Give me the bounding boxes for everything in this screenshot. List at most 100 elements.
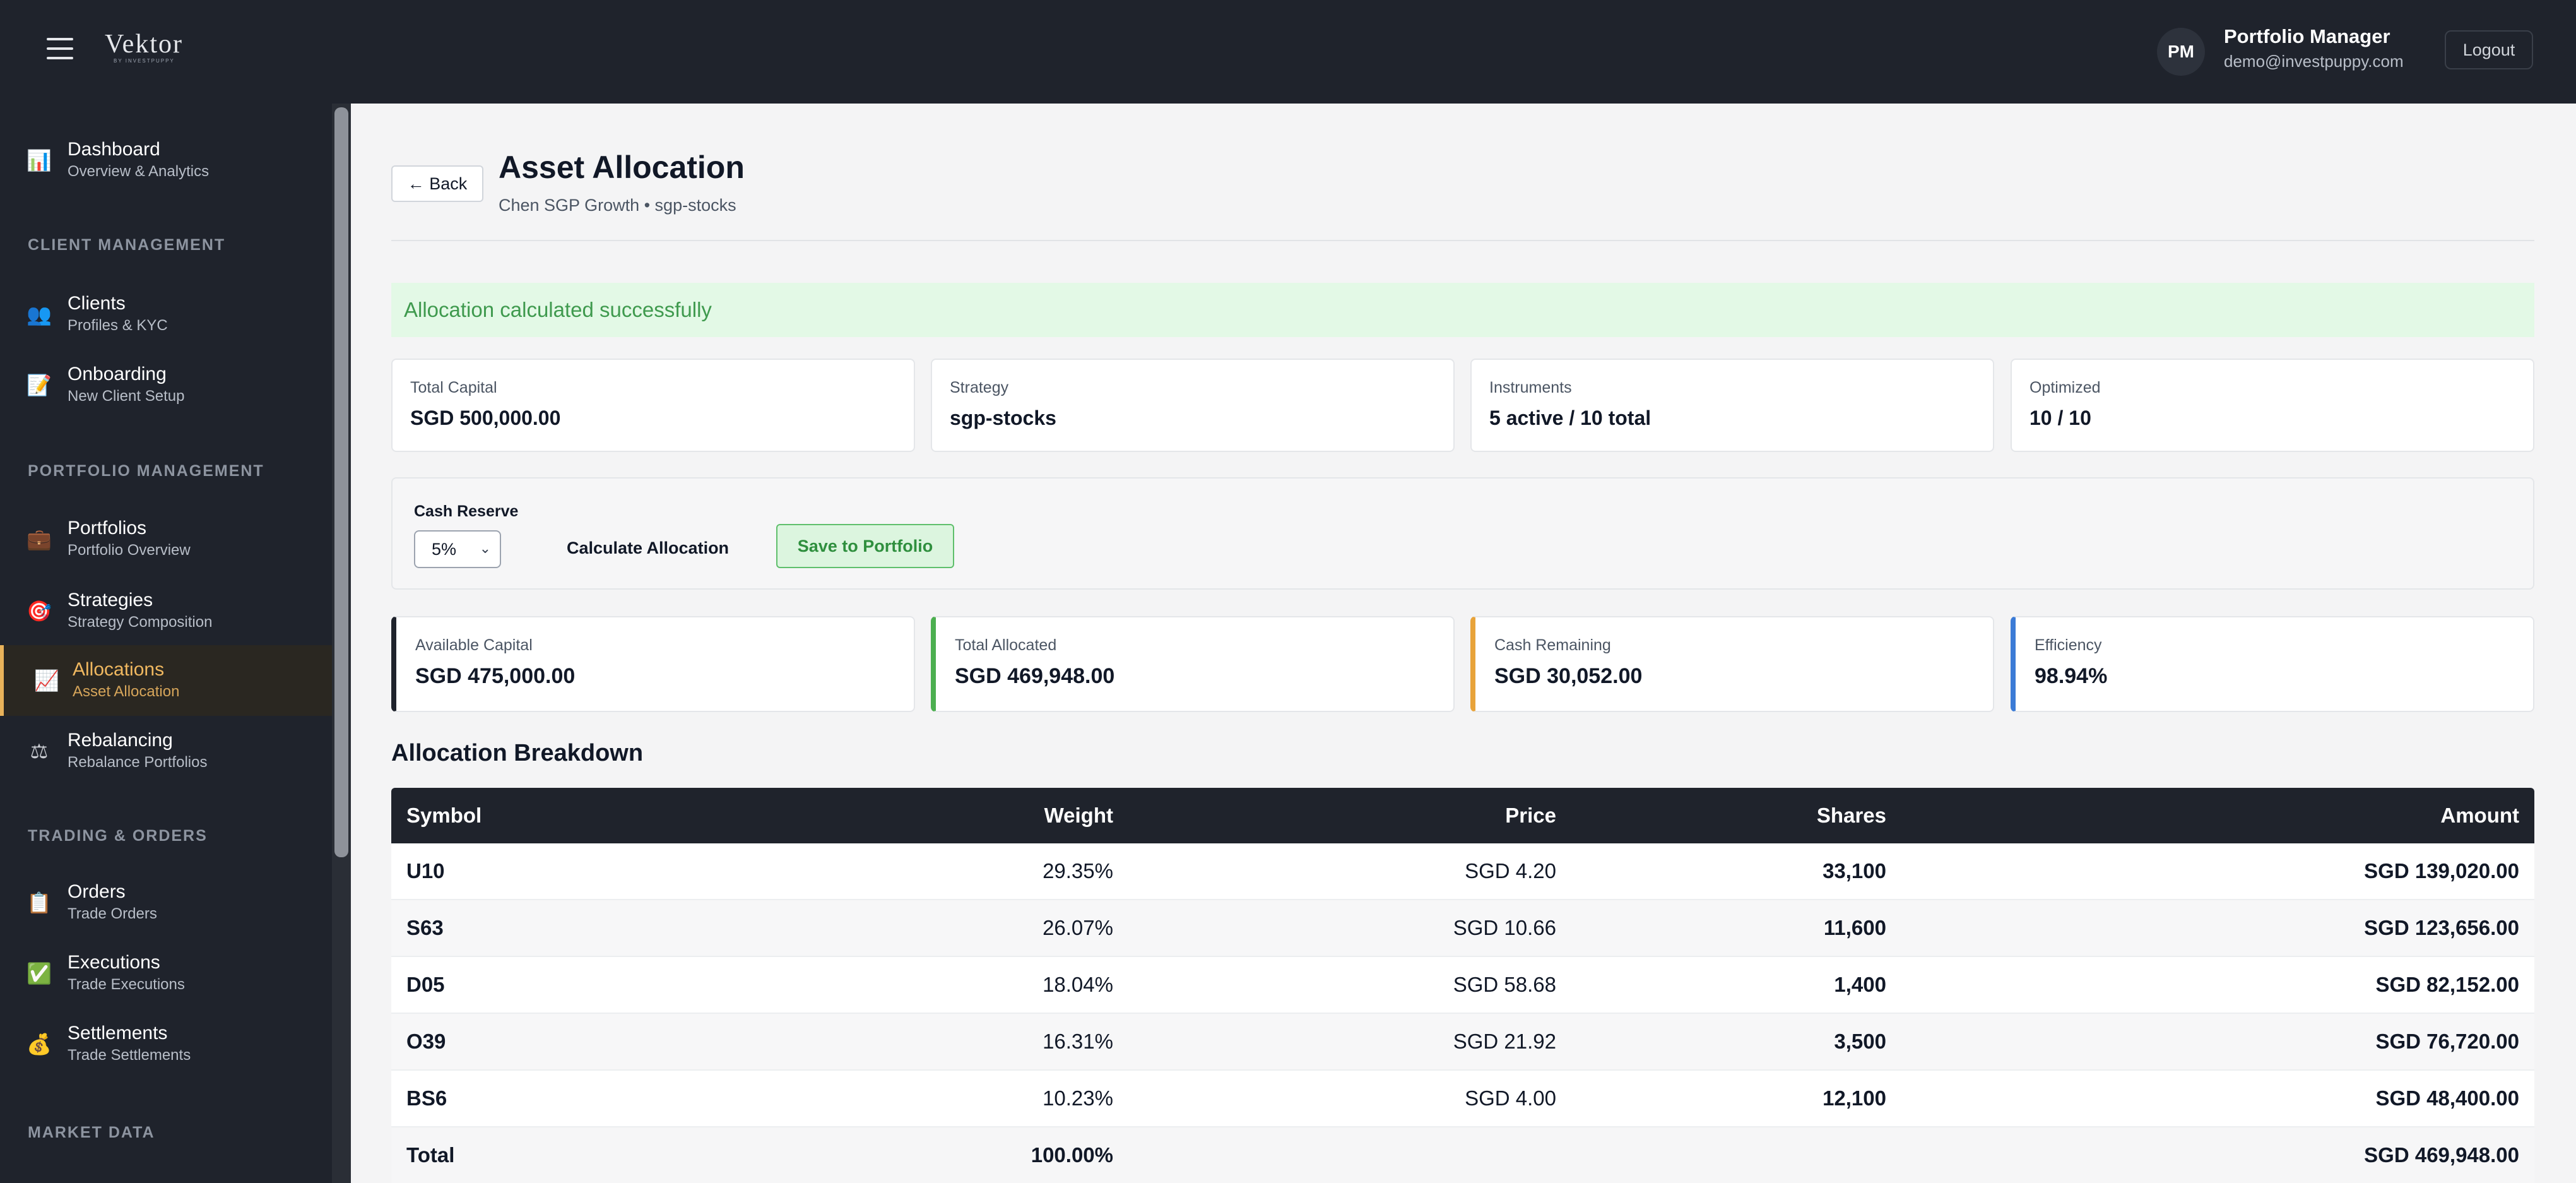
sidebar-item-label: Allocations <box>73 659 165 680</box>
sidebar-item-label: Rebalancing <box>68 730 173 751</box>
sidebar-item-strategies[interactable]: 🎯 Strategies Strategy Composition <box>0 576 332 645</box>
clipboard-icon: 📋 <box>27 891 52 914</box>
logout-button[interactable]: Logout <box>2445 30 2533 69</box>
cell-shares: 12,100 <box>1823 1086 1886 1110</box>
user-email: demo@investpuppy.com <box>2224 52 2404 71</box>
sidebar-item-label: Settlements <box>68 1023 168 1043</box>
money-bag-icon: 💰 <box>27 1033 52 1055</box>
table-row: O39 16.31% SGD 21.92 3,500 SGD 76,720.00 <box>391 1014 2534 1071</box>
sidebar-item-orders[interactable]: 📋 Orders Trade Orders <box>0 867 332 937</box>
stat-label: Total Allocated <box>955 636 1057 654</box>
sidebar-item-portfolios[interactable]: 💼 Portfolios Portfolio Overview <box>0 504 332 573</box>
cash-reserve-value: 5% <box>432 539 457 559</box>
success-alert: Allocation calculated successfully <box>391 283 2534 337</box>
sidebar-item-settlements[interactable]: 💰 Settlements Trade Settlements <box>0 1009 332 1078</box>
page-subtitle: Chen SGP Growth • sgp-stocks <box>499 196 736 215</box>
calculate-allocation-button[interactable]: Calculate Allocation <box>567 538 730 557</box>
cell-amount: SGD 139,020.00 <box>2364 859 2519 883</box>
app-logo[interactable]: Vektor BY INVESTPUPPY <box>105 29 183 64</box>
allocation-controls: Cash Reserve 5% ⌄ Calculate Allocation S… <box>391 477 2534 590</box>
cell-shares: 33,100 <box>1823 859 1886 883</box>
total-label: Total <box>406 1143 455 1167</box>
sidebar-item-sublabel: Trade Settlements <box>68 1047 191 1064</box>
cell-price: SGD 4.00 <box>1465 1086 1556 1110</box>
cash-reserve-label: Cash Reserve <box>414 502 519 520</box>
back-button[interactable]: ← Back <box>391 165 483 202</box>
cell-symbol: O39 <box>406 1030 446 1053</box>
logo-wordmark: Vektor <box>105 30 183 59</box>
top-bar: Vektor BY INVESTPUPPY PM Portfolio Manag… <box>0 0 2576 104</box>
sidebar-item-sublabel: Trade Executions <box>68 976 185 993</box>
cell-shares: 3,500 <box>1834 1030 1886 1053</box>
total-weight: 100.00% <box>1031 1143 1113 1167</box>
logo-tagline: BY INVESTPUPPY <box>114 58 175 64</box>
card-label: Instruments <box>1489 379 1572 396</box>
summary-card-strategy: Strategy sgp-stocks <box>931 359 1455 452</box>
sidebar-item-sublabel: Portfolio Overview <box>68 542 191 559</box>
check-icon: ✅ <box>27 962 52 985</box>
sidebar-item-label: Onboarding <box>68 364 167 384</box>
section-title-allocation-breakdown: Allocation Breakdown <box>391 740 644 766</box>
target-icon: 🎯 <box>27 600 52 622</box>
cell-price: SGD 4.20 <box>1465 859 1556 883</box>
column-header-shares[interactable]: Shares <box>1816 804 1886 827</box>
cell-symbol: U10 <box>406 859 445 883</box>
section-heading-market-data: MARKET DATA <box>28 1124 155 1141</box>
sidebar-item-allocations[interactable]: 📈 Allocations Asset Allocation <box>0 645 332 716</box>
user-name: Portfolio Manager <box>2224 25 2390 47</box>
cash-reserve-select[interactable]: 5% ⌄ <box>414 530 501 568</box>
sidebar-item-label: Strategies <box>68 590 153 610</box>
cell-weight: 18.04% <box>1043 973 1113 996</box>
cell-symbol: BS6 <box>406 1086 447 1110</box>
sidebar-scrollbar-thumb[interactable] <box>334 107 348 857</box>
sidebar-item-sublabel: Asset Allocation <box>73 683 180 700</box>
hamburger-menu-icon[interactable] <box>47 38 73 59</box>
chevron-down-icon: ⌄ <box>479 540 491 556</box>
sidebar-item-label: Dashboard <box>68 139 160 160</box>
sidebar-item-onboarding[interactable]: 📝 Onboarding New Client Setup <box>0 350 332 419</box>
sidebar: 📊 Dashboard Overview & Analytics CLIENT … <box>0 104 332 1183</box>
column-header-weight[interactable]: Weight <box>1044 804 1113 827</box>
header-divider <box>391 240 2534 241</box>
save-to-portfolio-button[interactable]: Save to Portfolio <box>776 524 954 568</box>
briefcase-icon: 💼 <box>27 528 52 550</box>
column-header-symbol[interactable]: Symbol <box>406 804 482 827</box>
card-label: Optimized <box>2029 379 2101 396</box>
cell-price: SGD 10.66 <box>1453 916 1556 939</box>
section-heading-portfolio-management: PORTFOLIO MANAGEMENT <box>28 462 264 480</box>
avatar[interactable]: PM <box>2157 28 2205 76</box>
card-value: sgp-stocks <box>950 407 1056 429</box>
stat-value: SGD 469,948.00 <box>955 664 1115 688</box>
scales-icon: ⚖ <box>30 740 49 763</box>
stat-card-total-allocated: Total Allocated SGD 469,948.00 <box>931 616 1455 712</box>
page-title: Asset Allocation <box>499 150 745 185</box>
sidebar-item-dashboard[interactable]: 📊 Dashboard Overview & Analytics <box>0 125 332 194</box>
sidebar-item-rebalancing[interactable]: ⚖ Rebalancing Rebalance Portfolios <box>0 716 332 785</box>
allocation-table: Symbol Weight Price Shares Amount U10 29… <box>391 788 2534 1183</box>
sidebar-item-executions[interactable]: ✅ Executions Trade Executions <box>0 938 332 1008</box>
cell-amount: SGD 82,152.00 <box>2375 973 2520 996</box>
stat-card-efficiency: Efficiency 98.94% <box>2011 616 2534 712</box>
cell-shares: 11,600 <box>1823 916 1886 939</box>
sidebar-item-label: Clients <box>68 293 126 314</box>
table-row: D05 18.04% SGD 58.68 1,400 SGD 82,152.00 <box>391 957 2534 1014</box>
stat-card-cash-remaining: Cash Remaining SGD 30,052.00 <box>1470 616 1994 712</box>
cell-weight: 29.35% <box>1043 859 1113 883</box>
stat-value: SGD 475,000.00 <box>415 664 576 688</box>
sidebar-item-sublabel: Profiles & KYC <box>68 317 168 334</box>
sidebar-item-sublabel: Trade Orders <box>68 905 157 922</box>
table-row: U10 29.35% SGD 4.20 33,100 SGD 139,020.0… <box>391 843 2534 900</box>
column-header-amount[interactable]: Amount <box>2440 804 2519 827</box>
stat-value: 98.94% <box>2035 664 2108 688</box>
column-header-price[interactable]: Price <box>1505 804 1556 827</box>
table-row: BS6 10.23% SGD 4.00 12,100 SGD 48,400.00 <box>391 1071 2534 1127</box>
sidebar-item-clients[interactable]: 👥 Clients Profiles & KYC <box>0 279 332 348</box>
table-row: S63 26.07% SGD 10.66 11,600 SGD 123,656.… <box>391 900 2534 957</box>
table-total-row: Total 100.00% SGD 469,948.00 <box>391 1127 2534 1183</box>
cell-price: SGD 21.92 <box>1453 1030 1556 1053</box>
cell-weight: 26.07% <box>1043 916 1113 939</box>
trend-chart-icon: 📈 <box>34 669 59 692</box>
cell-price: SGD 58.68 <box>1453 973 1556 996</box>
summary-card-instruments: Instruments 5 active / 10 total <box>1470 359 1994 452</box>
stat-card-available-capital: Available Capital SGD 475,000.00 <box>391 616 915 712</box>
